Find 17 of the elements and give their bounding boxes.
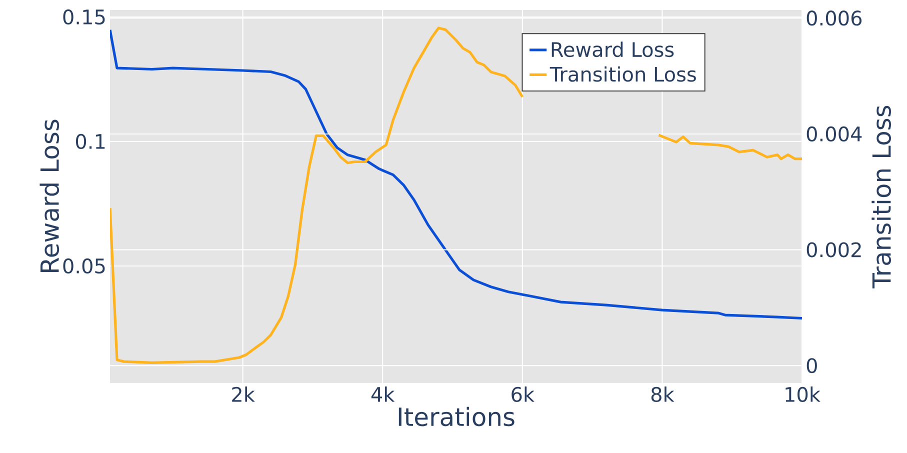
y-tick-label: 0.05 — [63, 258, 105, 274]
y2-axis-title: Transition Loss — [872, 106, 892, 288]
x-axis-title: Iterations — [398, 406, 514, 426]
y2-tick-label: 0.006 — [806, 10, 862, 26]
y-tick-label: 0.1 — [76, 134, 105, 150]
y2-tick-label: 0.004 — [806, 126, 862, 142]
y-tick-label: 0.15 — [63, 9, 105, 25]
x-tick-label: 10k — [786, 386, 820, 402]
x-tick-label: 2k — [232, 386, 255, 402]
y2-tick-label: 0.002 — [806, 242, 861, 258]
x-tick-label: 6k — [512, 386, 535, 402]
y2-tick-label: 0 — [806, 358, 817, 374]
legend-label: Transition Loss — [550, 66, 696, 82]
x-tick-label: 4k — [371, 386, 395, 402]
x-tick-label: 8k — [651, 386, 674, 402]
legend-label: Reward Loss — [552, 42, 674, 58]
y-axis-title: Reward Loss — [40, 120, 60, 272]
